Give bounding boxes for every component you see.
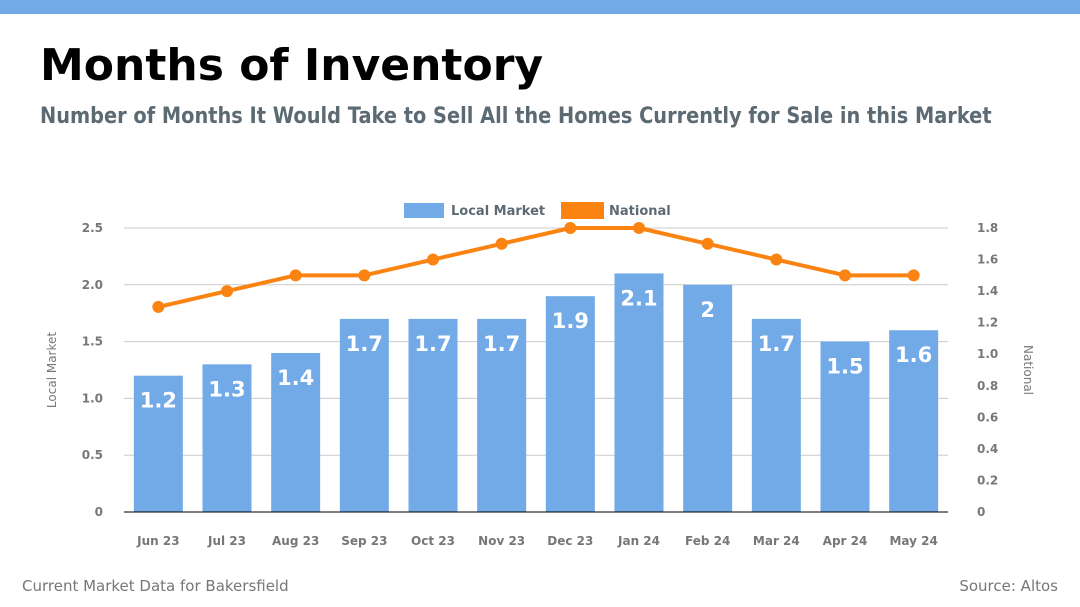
bar-value-label: 1.5: [826, 355, 863, 379]
bar-value-label: 1.3: [208, 377, 245, 401]
national-point: [427, 253, 439, 266]
y2-tick-label: 1.6: [977, 253, 998, 267]
bar: [751, 318, 801, 512]
x-tick-label: Jul 23: [207, 534, 246, 548]
national-point: [221, 285, 233, 298]
bar-value-label: 1.7: [414, 332, 451, 356]
footer-source: Source: Altos: [959, 577, 1058, 595]
x-tick-label: Aug 23: [272, 534, 319, 548]
y-tick-label: 2.5: [82, 221, 103, 235]
legend-swatch-local: [404, 203, 444, 218]
national-point: [564, 222, 577, 234]
y2-tick-label: 1.4: [977, 284, 998, 298]
bar: [683, 284, 733, 512]
y-tick-label: 1.5: [82, 335, 103, 349]
y2-tick-label: 0.4: [977, 442, 998, 456]
page-title: Months of Inventory: [40, 40, 544, 91]
bar: [133, 375, 183, 512]
national-series-line: [157, 226, 914, 309]
bar-value-label: 1.2: [140, 389, 177, 413]
x-tick-label: Jan 24: [617, 534, 660, 548]
y-tick-label: 0.5: [82, 448, 103, 462]
bar: [408, 318, 458, 512]
bar: [614, 273, 664, 512]
x-tick-label: Dec 23: [547, 534, 593, 548]
y-axis-title: Local Market: [45, 332, 59, 408]
y2-tick-label: 1.0: [977, 347, 998, 361]
y2-tick-label: 1.2: [977, 316, 998, 330]
x-tick-label: Nov 23: [478, 534, 525, 548]
y2-tick-label: 0.6: [977, 410, 998, 424]
y2-tick-label: 0.2: [977, 473, 998, 487]
top-accent-bar: [0, 0, 1080, 14]
national-point: [633, 222, 645, 234]
national-point: [358, 269, 371, 282]
x-tick-label: Mar 24: [753, 534, 800, 548]
national-point: [152, 300, 165, 313]
bar-value-label: 1.7: [346, 332, 383, 356]
x-tick-label: Jun 23: [136, 534, 179, 548]
bar: [271, 352, 321, 512]
x-tick-label: May 24: [889, 534, 937, 548]
national-point: [495, 237, 508, 250]
y-tick-label: 0: [95, 505, 103, 519]
bar: [339, 318, 389, 512]
y-tick-label: 1.0: [82, 391, 103, 405]
y2-tick-label: 0: [977, 505, 985, 519]
bar: [477, 318, 527, 512]
page-subtitle: Number of Months It Would Take to Sell A…: [40, 104, 992, 129]
bar: [202, 364, 252, 512]
bar-value-label: 1.6: [895, 343, 932, 367]
y2-axis-title: National: [1021, 345, 1035, 395]
y2-tick-label: 1.8: [977, 221, 998, 235]
x-tick-label: Oct 23: [411, 534, 455, 548]
bar-value-label: 1.7: [483, 332, 520, 356]
footer-market-label: Current Market Data for Bakersfield: [22, 577, 289, 595]
bar-value-label: 1.7: [758, 332, 795, 356]
x-tick-label: Feb 24: [685, 534, 730, 548]
national-point: [907, 269, 920, 282]
bar-value-label: 2.1: [620, 286, 657, 310]
bar-value-label: 1.9: [552, 309, 589, 333]
bar-value-label: 1.4: [277, 366, 314, 390]
x-tick-label: Apr 24: [823, 534, 868, 548]
bar: [820, 341, 870, 512]
legend-label-national: National: [609, 204, 671, 219]
bar: [545, 296, 595, 512]
legend-label-local: Local Market: [451, 204, 545, 219]
national-point: [839, 269, 851, 282]
bar-value-label: 2: [700, 298, 715, 322]
y-tick-label: 2.0: [82, 278, 103, 292]
x-tick-label: Sep 23: [341, 534, 387, 548]
national-point: [701, 237, 714, 250]
bar: [889, 330, 939, 512]
national-point: [289, 269, 302, 282]
national-point: [770, 253, 783, 266]
legend-swatch-national: [561, 202, 604, 219]
y2-tick-label: 0.8: [977, 379, 998, 393]
